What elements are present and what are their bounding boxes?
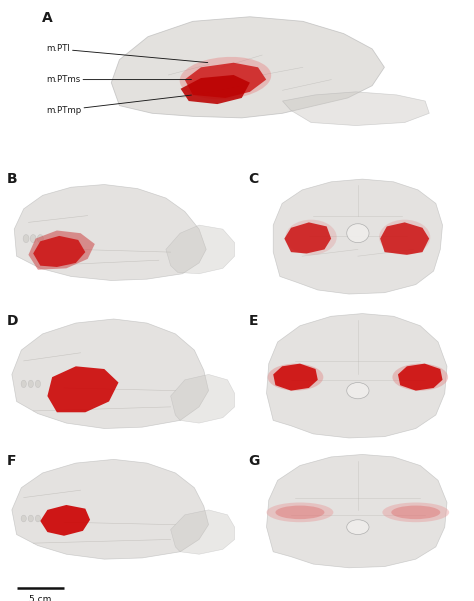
- Polygon shape: [12, 459, 209, 559]
- Text: C: C: [249, 172, 259, 186]
- Polygon shape: [47, 366, 118, 412]
- Ellipse shape: [391, 505, 440, 519]
- Polygon shape: [273, 364, 318, 391]
- Ellipse shape: [23, 234, 29, 243]
- Polygon shape: [12, 319, 209, 429]
- Ellipse shape: [35, 380, 40, 388]
- Ellipse shape: [268, 364, 323, 391]
- Text: A: A: [42, 11, 53, 25]
- Text: 5 cm: 5 cm: [29, 595, 52, 601]
- Text: F: F: [7, 454, 17, 468]
- Ellipse shape: [35, 515, 40, 522]
- Ellipse shape: [21, 380, 27, 388]
- Ellipse shape: [266, 502, 333, 522]
- Text: B: B: [7, 172, 18, 186]
- Polygon shape: [266, 314, 447, 438]
- Ellipse shape: [37, 234, 43, 243]
- Polygon shape: [398, 364, 443, 391]
- Ellipse shape: [21, 515, 27, 522]
- Polygon shape: [380, 222, 429, 255]
- Text: m.PTmp: m.PTmp: [46, 95, 191, 115]
- Ellipse shape: [346, 520, 369, 534]
- Polygon shape: [111, 17, 384, 118]
- Polygon shape: [283, 92, 429, 126]
- Text: m.PTms: m.PTms: [46, 75, 191, 84]
- Text: E: E: [249, 314, 258, 328]
- Polygon shape: [171, 510, 235, 554]
- Polygon shape: [181, 75, 250, 104]
- Polygon shape: [273, 179, 443, 294]
- Polygon shape: [166, 225, 235, 273]
- Polygon shape: [266, 454, 447, 568]
- Text: m.PTl: m.PTl: [46, 44, 208, 63]
- Ellipse shape: [285, 220, 337, 255]
- Ellipse shape: [379, 220, 430, 255]
- Ellipse shape: [346, 382, 369, 399]
- Ellipse shape: [383, 502, 449, 522]
- Ellipse shape: [30, 234, 36, 243]
- Polygon shape: [14, 185, 206, 281]
- Ellipse shape: [275, 505, 324, 519]
- Ellipse shape: [28, 380, 33, 388]
- Ellipse shape: [180, 57, 271, 99]
- Polygon shape: [33, 236, 85, 267]
- Ellipse shape: [392, 364, 448, 391]
- Ellipse shape: [28, 515, 33, 522]
- Polygon shape: [40, 505, 90, 535]
- Text: G: G: [249, 454, 260, 468]
- Ellipse shape: [346, 224, 369, 243]
- Polygon shape: [28, 230, 95, 270]
- Text: D: D: [7, 314, 18, 328]
- Polygon shape: [284, 222, 331, 254]
- Polygon shape: [185, 63, 266, 98]
- Polygon shape: [171, 374, 235, 423]
